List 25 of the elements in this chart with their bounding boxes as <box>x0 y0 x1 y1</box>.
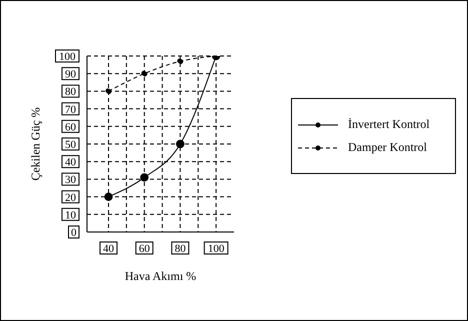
x-tick-label: 80 <box>174 243 186 255</box>
point <box>176 140 184 148</box>
y-tick-label: 60 <box>65 121 76 134</box>
point <box>177 58 184 64</box>
y-tick-label: 70 <box>65 104 76 116</box>
y-tick-label: 10 <box>65 209 76 222</box>
point <box>106 88 112 94</box>
y-tick-label: 40 <box>65 156 76 169</box>
x-tick-label: 60 <box>138 243 150 255</box>
y-tick-label: 90 <box>65 68 76 81</box>
y-tick-label: 0 <box>71 227 77 239</box>
y-tick-label: 50 <box>65 139 76 151</box>
point <box>104 192 113 201</box>
y-axis-title: Çekilen Güç % <box>28 107 42 181</box>
y-tick-label: 100 <box>59 51 76 63</box>
legend-label: Damper Kontrol <box>348 140 427 155</box>
y-tick-label: 20 <box>65 192 76 204</box>
point <box>141 70 148 77</box>
y-tick-label: 30 <box>65 174 76 186</box>
x-tick-label: 40 <box>103 243 115 255</box>
x-tick-label: 100 <box>208 243 225 255</box>
x-axis-title: Hava Akımı % <box>124 269 196 283</box>
legend-label: İnvertert Kontrol <box>348 117 430 132</box>
y-tick-label: 80 <box>65 86 76 98</box>
point <box>140 173 149 182</box>
